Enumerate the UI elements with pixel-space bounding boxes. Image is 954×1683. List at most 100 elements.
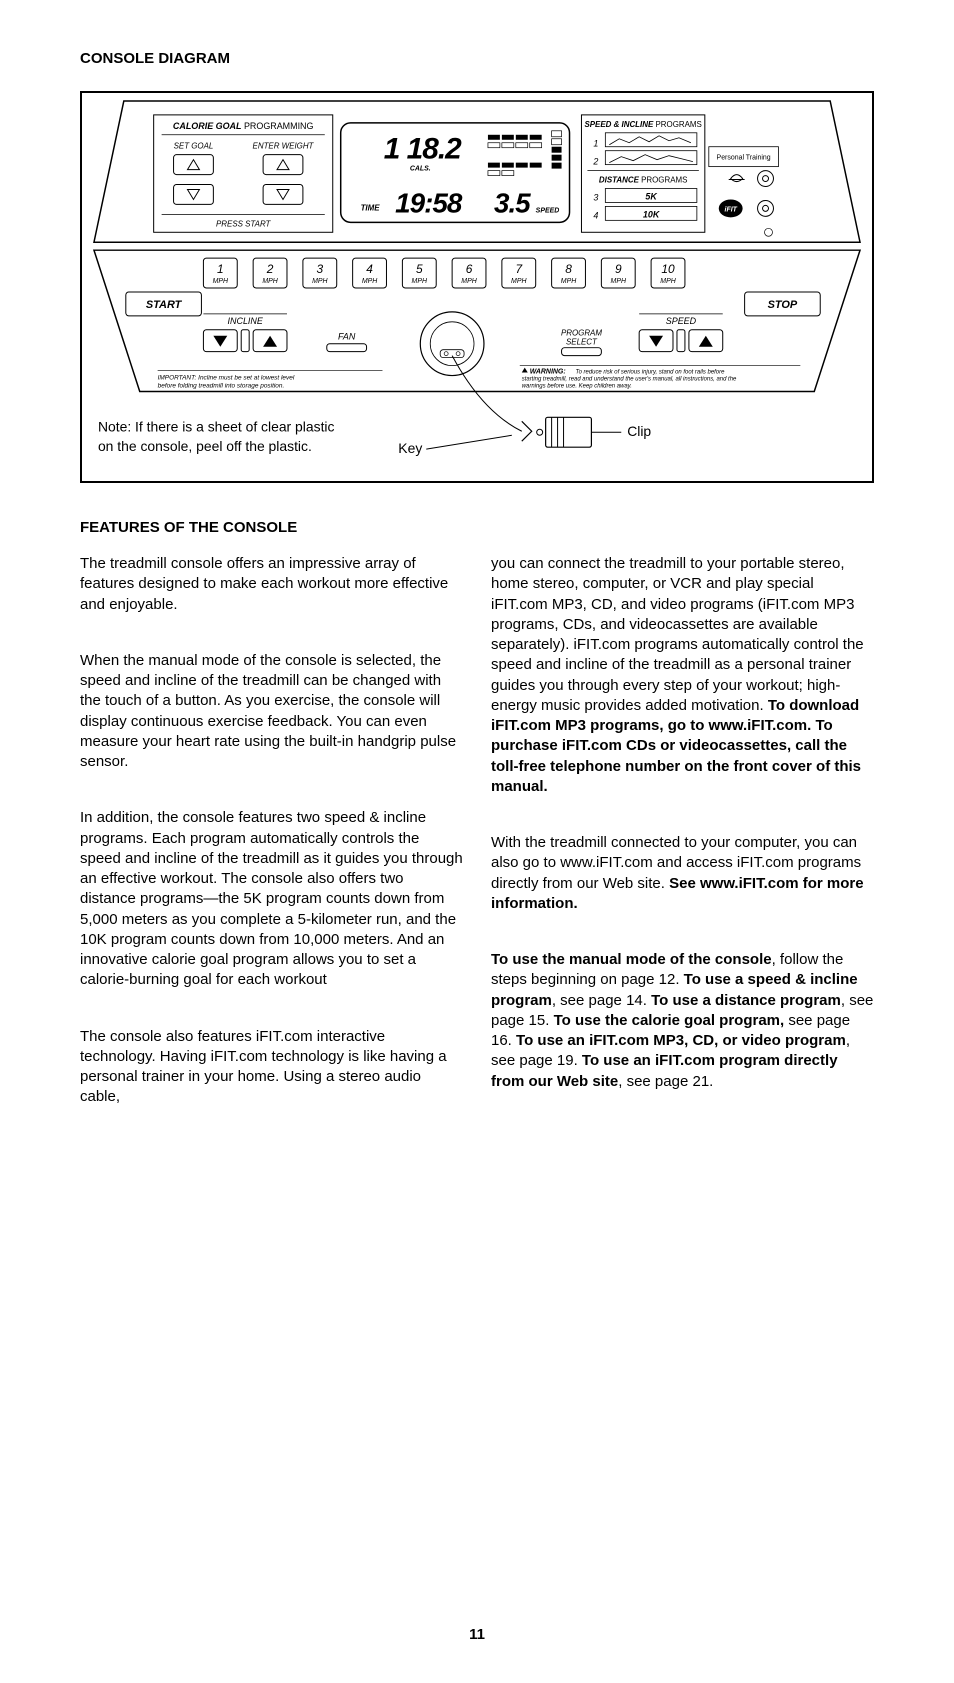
jack-2-icon — [758, 200, 774, 216]
clip-body — [546, 417, 592, 447]
vertical-bar-gauge — [552, 131, 562, 169]
prog-1-profile-icon — [609, 136, 691, 145]
mph-10-unit: MPH — [660, 278, 676, 285]
note-line-1: Note: If there is a sheet of clear plast… — [98, 418, 335, 434]
speed-divider — [677, 330, 685, 352]
set-goal-down-button[interactable] — [174, 185, 214, 205]
setgoal-up-icon — [187, 160, 199, 170]
prog-3-5k-label: 5K — [645, 191, 657, 201]
set-goal-label: SET GOAL — [174, 142, 214, 151]
enterweight-up-icon — [277, 160, 289, 170]
ifit-label: iFIT — [725, 206, 738, 213]
col2-p1: you can connect the treadmill to your po… — [491, 554, 874, 797]
mph-6-unit: MPH — [461, 278, 477, 285]
set-goal-up-button[interactable] — [174, 155, 214, 175]
headphones-icon — [731, 175, 743, 182]
bar-indicator-1 — [488, 135, 542, 148]
jack-1-icon — [758, 171, 774, 187]
safety-dial-inner — [430, 322, 474, 366]
mph-5-number: 5 — [416, 262, 423, 276]
console-svg: CALORIE GOAL PROGRAMMING SET GOAL ENTER … — [82, 93, 872, 481]
mph-3-unit: MPH — [312, 278, 328, 285]
mph-9-number: 9 — [615, 262, 622, 276]
fan-button[interactable] — [327, 344, 367, 352]
mph-6-number: 6 — [466, 262, 473, 276]
mph-9-unit: MPH — [611, 278, 627, 285]
prog-4-10k-label: 10K — [643, 209, 660, 219]
incline-up-icon — [263, 336, 277, 347]
mph-10-number: 10 — [661, 262, 675, 276]
column-right: you can connect the treadmill to your po… — [491, 554, 874, 1126]
setgoal-down-icon — [187, 190, 199, 200]
display-speed-label: SPEED — [536, 207, 560, 214]
col1-p3: In addition, the console features two sp… — [80, 808, 463, 990]
display-cals-value: 1 18.2 — [384, 133, 462, 166]
distance-heading: DISTANCE PROGRAMS — [599, 176, 688, 185]
important-line-2: before folding treadmill into storage po… — [158, 382, 285, 389]
display-time-label: TIME — [361, 203, 381, 212]
col2-p3: To use the manual mode of the console, f… — [491, 950, 874, 1092]
col2-p2: With the treadmill connected to your com… — [491, 833, 874, 914]
console-diagram: CALORIE GOAL PROGRAMMING SET GOAL ENTER … — [80, 91, 874, 483]
enter-weight-label: ENTER WEIGHT — [253, 142, 315, 151]
display-cals-label: CALS. — [410, 166, 431, 173]
program-select-label-2: SELECT — [566, 338, 598, 347]
enter-weight-down-button[interactable] — [263, 185, 303, 205]
page-number: 11 — [80, 1626, 874, 1643]
col1-p4: The console also features iFIT.com inter… — [80, 1027, 463, 1108]
small-indicator-icon — [765, 228, 773, 236]
prog-2-number: 2 — [592, 157, 598, 167]
personal-training-label: Personal Training — [717, 155, 771, 162]
incline-down-icon — [213, 336, 227, 347]
warning-line-1: To reduce risk of serious injury, stand … — [575, 370, 725, 376]
column-left: The treadmill console offers an impressi… — [80, 554, 463, 1126]
start-label: START — [146, 299, 183, 311]
body-columns: The treadmill console offers an impressi… — [80, 554, 874, 1126]
col1-p1: The treadmill console offers an impressi… — [80, 554, 463, 615]
speed-down-icon — [649, 336, 663, 347]
program-select-label-1: PROGRAM — [561, 329, 602, 338]
mph-7-unit: MPH — [511, 278, 527, 285]
mph-2-number: 2 — [266, 262, 274, 276]
prog-3-number: 3 — [593, 192, 598, 202]
mph-2-unit: MPH — [262, 278, 278, 285]
programs-heading: SPEED & INCLINE PROGRAMS — [584, 120, 701, 129]
fan-label: FAN — [338, 332, 356, 342]
note-line-2: on the console, peel off the plastic. — [98, 438, 312, 454]
important-line-1: IMPORTANT: Incline must be set at lowest… — [158, 375, 295, 382]
incline-label: INCLINE — [228, 316, 264, 326]
program-select-button[interactable] — [562, 348, 602, 356]
mph-3-number: 3 — [316, 262, 323, 276]
mph-1-unit: MPH — [213, 278, 229, 285]
mph-buttons-row: 1 MPH 2 MPH 3 MPH 4 MPH 5 MPH 6 MPH 7 MPH 8 MPH 9 MPH 10 MP… — [203, 258, 685, 288]
warning-line-3: warnings before use. Keep children away. — [522, 383, 632, 389]
clip-label: Clip — [627, 423, 651, 439]
mph-8-unit: MPH — [561, 278, 577, 285]
features-heading: FEATURES OF THE CONSOLE — [80, 519, 874, 536]
mph-4-number: 4 — [366, 262, 373, 276]
col1-p2: When the manual mode of the console is s… — [80, 651, 463, 773]
calorie-goal-heading: CALORIE GOAL PROGRAMMING — [173, 121, 314, 131]
display-speed-value: 3.5 — [494, 187, 531, 218]
speed-up-icon — [699, 336, 713, 347]
warning-head: WARNING: — [530, 369, 566, 376]
enterweight-down-icon — [277, 190, 289, 200]
mph-4-unit: MPH — [362, 278, 378, 285]
display-time-value: 19:58 — [395, 187, 463, 218]
prog-2-profile-icon — [609, 155, 693, 163]
mph-1-number: 1 — [217, 262, 224, 276]
mph-8-number: 8 — [565, 262, 572, 276]
stop-label: STOP — [768, 299, 798, 311]
mph-7-number: 7 — [515, 262, 522, 276]
incline-divider — [241, 330, 249, 352]
console-diagram-heading: CONSOLE DIAGRAM — [80, 50, 874, 67]
press-start-label: PRESS START — [216, 219, 272, 228]
enter-weight-up-button[interactable] — [263, 155, 303, 175]
key-arrow-icon — [522, 421, 532, 441]
mph-5-unit: MPH — [412, 278, 428, 285]
bar-indicator-2 — [488, 163, 542, 176]
key-cord — [452, 356, 522, 432]
speed-label: SPEED — [666, 316, 697, 326]
warning-line-2: starting treadmill, read and understand … — [522, 377, 737, 383]
prog-4-number: 4 — [593, 210, 598, 220]
